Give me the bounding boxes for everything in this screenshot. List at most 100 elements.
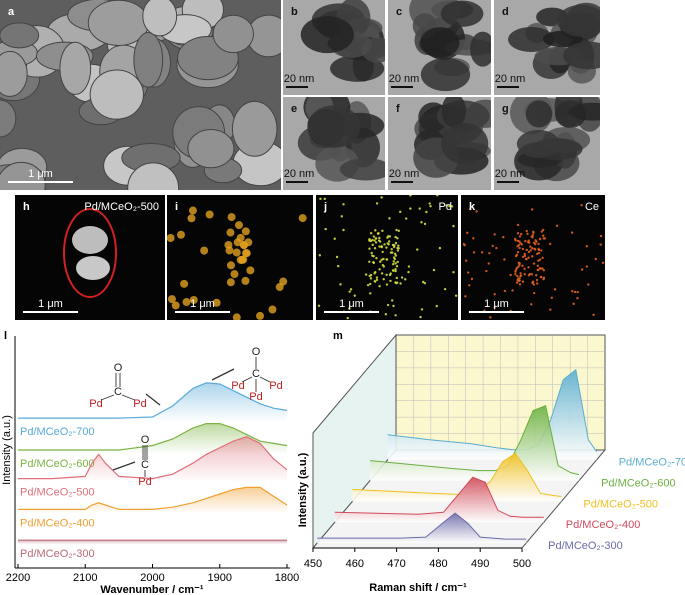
signal-dot	[241, 227, 250, 236]
signal-dot	[536, 264, 540, 268]
signal-dot	[530, 235, 533, 238]
signal-dot	[373, 239, 376, 242]
y-axis-label: Intensity (a.u.)	[1, 415, 13, 485]
signal-dot	[517, 265, 520, 268]
signal-dot	[502, 235, 505, 239]
scale-bar-label: 20 nm	[389, 73, 420, 85]
panel-title: Pd	[439, 201, 452, 213]
signal-dot	[396, 249, 400, 252]
signal-dot	[388, 273, 392, 277]
signal-dot	[542, 234, 545, 237]
signal-dot	[518, 235, 522, 238]
signal-dot	[395, 276, 398, 280]
signal-dot	[553, 288, 557, 291]
signal-dot	[234, 221, 243, 230]
signal-dot	[542, 237, 546, 240]
signal-dot	[429, 205, 432, 208]
image-panel	[167, 195, 313, 320]
spectrum-line	[18, 423, 288, 451]
area-fill	[18, 540, 287, 545]
signal-dot	[242, 249, 251, 258]
particle	[508, 26, 555, 52]
signal-dot	[342, 203, 345, 206]
signal-dot	[382, 265, 386, 268]
y-axis-label: Intensity (a.u.)	[297, 452, 309, 527]
atom-label: Pd	[133, 398, 146, 410]
signal-dot	[390, 247, 393, 251]
area-fill	[18, 423, 287, 454]
signal-dot	[518, 246, 521, 250]
signal-dot	[342, 228, 345, 232]
signal-dot	[516, 251, 520, 254]
signal-dot	[535, 278, 539, 282]
signal-dot	[224, 240, 233, 249]
x-axis-label: Raman shift / cm⁻¹	[369, 582, 467, 594]
signal-dot	[348, 307, 351, 310]
x-tick-label: 470	[387, 558, 405, 570]
bond	[259, 376, 271, 383]
image-panel	[388, 0, 491, 95]
area-fill	[18, 487, 287, 514]
signal-dot	[521, 280, 525, 283]
image-panel	[283, 0, 385, 95]
particle	[0, 50, 28, 97]
signal-dot	[516, 231, 520, 235]
signal-dot	[373, 280, 377, 283]
signal-dot	[514, 239, 517, 242]
signal-dot	[542, 269, 546, 272]
particle	[330, 55, 385, 82]
particle	[440, 0, 484, 27]
signal-dot	[385, 283, 389, 286]
signal-dot	[576, 290, 579, 294]
panel-label: k	[469, 201, 476, 213]
panel-label: h	[23, 201, 30, 213]
particle	[441, 97, 467, 128]
signal-dot	[420, 308, 424, 311]
signal-dot	[374, 229, 377, 232]
signal-dot	[397, 247, 400, 250]
signal-dot	[423, 222, 427, 226]
signal-dot	[200, 246, 209, 255]
signal-dot	[548, 242, 552, 246]
signal-dot	[319, 197, 322, 200]
signal-dot	[385, 246, 388, 249]
signal-dot	[230, 270, 239, 279]
signal-dot	[396, 237, 399, 240]
signal-dot	[416, 248, 419, 251]
atom-label: Pd	[269, 380, 282, 392]
signal-dot	[378, 236, 381, 240]
signal-dot	[244, 238, 253, 247]
signal-dot	[549, 308, 552, 311]
signal-dot	[535, 282, 539, 285]
signal-dot	[580, 203, 583, 207]
scale-bar-label: 20 nm	[284, 168, 315, 180]
signal-dot	[404, 278, 407, 281]
signal-dot	[472, 237, 475, 240]
legend-label: Pd/MCeO₂-700	[619, 457, 685, 469]
signal-dot	[573, 290, 577, 294]
signal-dot	[333, 237, 336, 240]
signal-dot	[570, 231, 574, 234]
signal-dot	[232, 248, 241, 257]
signal-dot	[373, 247, 377, 250]
signal-dot	[540, 230, 544, 233]
signal-dot	[187, 214, 196, 223]
signal-dot	[509, 273, 512, 277]
signal-dot	[472, 251, 476, 254]
signal-dot	[514, 273, 517, 276]
legend-label: Pd/MCeO₂-300	[548, 540, 623, 552]
signal-dot	[531, 247, 534, 250]
signal-dot	[515, 266, 519, 270]
signal-dot	[530, 303, 533, 306]
scale-bar-label: 1 μm	[28, 168, 53, 180]
image-bg	[316, 195, 458, 320]
signal-dot	[227, 213, 236, 222]
scale-bar-label: 1 μm	[190, 298, 215, 310]
particle	[307, 105, 361, 148]
signal-dot	[348, 290, 351, 293]
signal-dot	[529, 249, 532, 252]
signal-dot	[480, 251, 484, 254]
signal-dot	[592, 313, 595, 317]
particle	[212, 14, 254, 54]
bond	[121, 394, 136, 401]
